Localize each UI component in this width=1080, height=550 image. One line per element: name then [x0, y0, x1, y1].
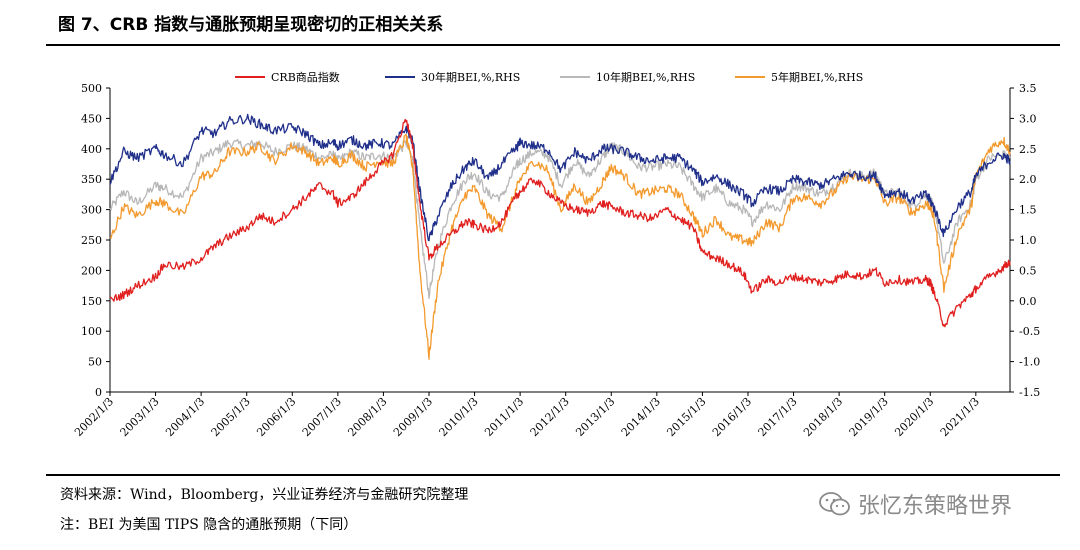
left-tick-label: 150 [81, 295, 102, 308]
right-tick-label: 0.0 [1019, 295, 1037, 308]
x-tick-label: 2017/1/3 [756, 395, 800, 439]
x-tick-label: 2021/1/3 [938, 395, 982, 439]
x-tick-label: 2014/1/3 [619, 395, 663, 439]
left-tick-label: 50 [88, 356, 102, 369]
series-line-0 [109, 118, 1011, 328]
right-tick-label: 3.0 [1019, 112, 1037, 125]
x-tick-label: 2009/1/3 [391, 395, 435, 439]
right-tick-label: 3.5 [1019, 82, 1037, 95]
footer-divider [46, 474, 1060, 476]
legend: CRB商品指数 30年期BEI,%,RHS 10年期BEI,%,RHS 5年期BEI,… [235, 70, 863, 84]
x-tick-label: 2013/1/3 [573, 395, 617, 439]
chart-title: 图 7、CRB 指数与通胀预期呈现密切的正相关关系 [58, 15, 444, 35]
legend-label: CRB商品指数 [271, 70, 340, 84]
series-layer [109, 113, 1011, 360]
right-tick-label: 2.5 [1019, 143, 1037, 156]
axes-layer: 0 50 100 150 200 250 300 350 400 450 500 -1.5 -1.0 -0… [72, 82, 1040, 439]
chart-area: 0 50 100 150 200 250 300 350 400 450 500 -1.5 -1.0 -0… [72, 70, 1040, 439]
x-tick-label: 2006/1/3 [254, 395, 298, 439]
right-tick-label: -1.0 [1019, 356, 1040, 369]
x-tick-label: 2008/1/3 [345, 395, 389, 439]
legend-label: 30年期BEI,%,RHS [421, 70, 520, 84]
x-tick-label: 2003/1/3 [118, 395, 162, 439]
title-divider [46, 44, 1060, 46]
left-tick-label: 350 [81, 173, 102, 186]
x-tick-label: 2011/1/3 [482, 395, 526, 439]
left-tick-label: 100 [81, 325, 102, 338]
right-tick-label: 0.5 [1019, 264, 1037, 277]
source-note: 资料来源：Wind，Bloomberg，兴业证券经济与金融研究院整理 [60, 487, 469, 503]
x-tick-label: 2020/1/3 [892, 395, 936, 439]
x-tick-label: 2002/1/3 [72, 395, 116, 439]
series-line-3 [109, 133, 1011, 360]
watermark: 张忆东策略世界 [818, 488, 1012, 520]
x-tick-label: 2019/1/3 [847, 395, 891, 439]
right-tick-label: -0.5 [1019, 325, 1040, 338]
right-tick-label: 2.0 [1019, 173, 1037, 186]
legend-label: 10年期BEI,%,RHS [596, 70, 695, 84]
legend-label: 5年期BEI,%,RHS [771, 70, 863, 84]
left-tick-label: 450 [81, 112, 102, 125]
footnote: 注：BEI 为美国 TIPS 隐含的通胀预期（下同） [60, 517, 358, 533]
left-tick-label: 0 [95, 386, 102, 399]
right-tick-label: -1.5 [1019, 386, 1040, 399]
x-tick-label: 2018/1/3 [801, 395, 845, 439]
series-line-2 [109, 138, 1011, 300]
wechat-icon [819, 492, 850, 516]
left-tick-label: 400 [81, 143, 102, 156]
x-tick-label: 2004/1/3 [163, 395, 207, 439]
x-tick-label: 2016/1/3 [710, 395, 754, 439]
x-tick-label: 2005/1/3 [209, 395, 253, 439]
series-line-1 [109, 113, 1011, 242]
left-tick-label: 250 [81, 234, 102, 247]
x-tick-label: 2012/1/3 [528, 395, 572, 439]
right-tick-label: 1.0 [1019, 234, 1037, 247]
left-tick-label: 300 [81, 204, 102, 217]
right-tick-label: 1.5 [1019, 204, 1037, 217]
left-tick-label: 500 [81, 82, 102, 95]
left-tick-label: 200 [81, 264, 102, 277]
x-tick-label: 2007/1/3 [300, 395, 344, 439]
x-tick-label: 2010/1/3 [437, 395, 481, 439]
x-tick-label: 2015/1/3 [664, 395, 708, 439]
watermark-text: 张忆东策略世界 [858, 494, 1013, 519]
